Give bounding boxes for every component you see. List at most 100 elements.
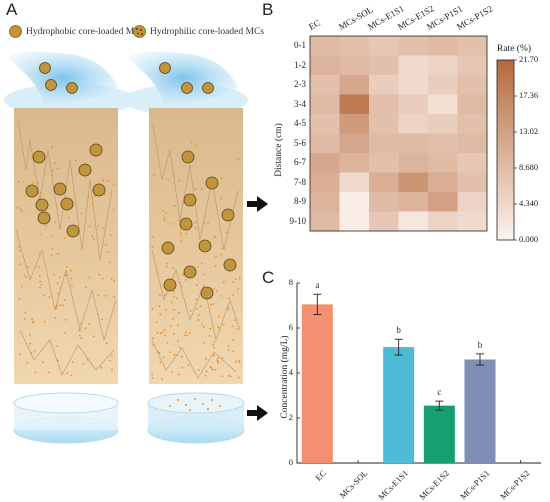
heatmap-cell [428,172,458,193]
heatmap-cell [339,172,370,193]
heatmap-cell [428,94,458,115]
heatmap-cell [428,192,458,212]
heatmap-cell [369,75,399,95]
heatmap-row-label: 9-10 [289,215,307,226]
error-bar [435,400,444,411]
heatmap-cell [428,55,458,76]
heatmap-row-label: 1-2 [294,59,306,70]
drop-capsules-left [39,62,78,94]
heatmap-cell [457,192,488,212]
colorbar-tick-label: 21.70 [519,54,539,64]
heatmap-cell [457,94,488,115]
significance-letter: b [477,339,483,350]
colorbar-tick-label: 4.340 [519,198,539,208]
colorbar-tick-label: 0.000 [519,234,539,244]
heatmap-row-label: 0-1 [294,40,306,50]
bar-mcs-e1s1 [383,347,415,463]
heatmap-cell [339,55,370,76]
error-bar [476,353,484,366]
y-tick-label: 0 [288,457,293,467]
colorbar-tick-label: 8.680 [519,162,539,172]
heatmap-cell [339,133,370,154]
heatmap-cell [428,36,458,56]
significance-letter: a [315,280,320,291]
heatmap-cell [339,36,370,56]
heatmap-row-label: 6-7 [294,157,306,167]
heatmap-cell [339,75,370,95]
heatmap-cell [310,114,340,134]
panel-label-c: C [262,268,275,287]
heatmap-cell [398,192,429,212]
heatmap-cell [398,133,429,154]
released-particles-left [16,146,115,377]
heatmap-cell [398,94,429,115]
heatmap-cell [457,36,488,56]
barchart-ylabel: Concentration (mg/L) [280,335,290,419]
arrow-to-barchart-icon [247,405,268,421]
heatmap-cell [457,153,488,173]
significance-letter: c [437,387,442,398]
bar-mcs-e1s2 [423,405,455,463]
soil-capsules-left [25,143,106,238]
heatmap-cell [457,55,488,76]
legend-hydrophilic-label: Hydrophilic core-loaded MCs [150,26,264,37]
heatmap-cell [339,114,370,134]
heatmap-cell [339,192,370,212]
heatmap-cell [398,211,429,232]
heatmap-cell [310,153,340,173]
heatmap-cell [310,133,340,154]
heatmap-cell [457,172,488,193]
heatmap-cell [369,36,399,56]
collection-dish-left [13,392,119,444]
heatmap-frame [309,35,488,232]
heatmap-cell [428,75,458,95]
y-tick-label: 4 [288,367,293,377]
heatmap-cell [398,114,429,134]
heatmap-cell [339,211,370,232]
y-tick-label: 8 [288,277,293,287]
collection-dish-right [147,392,245,444]
heatmap-cell [369,94,399,115]
heatmap-row-label: 2-3 [294,79,306,89]
heatmap-cell [369,211,399,232]
heatmap-cell [310,211,340,232]
heatmap-cell [369,55,399,76]
heatmap-cell [398,55,429,76]
heatmap-cell [398,172,429,193]
heatmap-row-label: 3-4 [294,98,306,109]
heatmap-cell [369,192,399,212]
heatmap-row-label: 4-5 [294,118,306,128]
heatmap-cell [369,133,399,154]
panel-label-a: A [6,0,18,19]
heatmap-cell [398,36,429,56]
heatmap-cell [310,192,340,212]
heatmap-row-label: 5-6 [294,137,306,148]
soil-texture-lines [15,119,241,379]
heatmap-cell [428,114,458,134]
panel-label-b: B [262,0,274,19]
heatmap-cell [457,75,488,95]
colorbar-title: Rate (%) [497,44,532,54]
hydrophilic-capsule-icon [133,25,146,38]
legend-hydrophobic: Hydrophobic core-loaded MCs [8,24,144,39]
heatmap-cell [339,94,370,115]
heatmap-cell [428,211,458,232]
heatmap-cell [428,153,458,173]
heatmap-cell [310,75,340,95]
heatmap-cell [428,133,458,154]
soil-capsules-right [161,150,237,300]
heatmap-cell [398,75,429,95]
heatmap-row-label: 7-8 [294,176,306,187]
heatmap-row-label: 8-9 [294,196,306,206]
significance-letter: b [396,325,401,336]
legend-hydrophobic-label: Hydrophobic core-loaded MCs [26,26,145,37]
heatmap-cell [398,153,429,173]
heatmap-cell [457,114,488,134]
heatmap-cell [310,94,340,115]
error-bar [394,338,403,356]
hydrophobic-capsule-icon [9,25,22,38]
drop-capsules-right [159,62,214,94]
